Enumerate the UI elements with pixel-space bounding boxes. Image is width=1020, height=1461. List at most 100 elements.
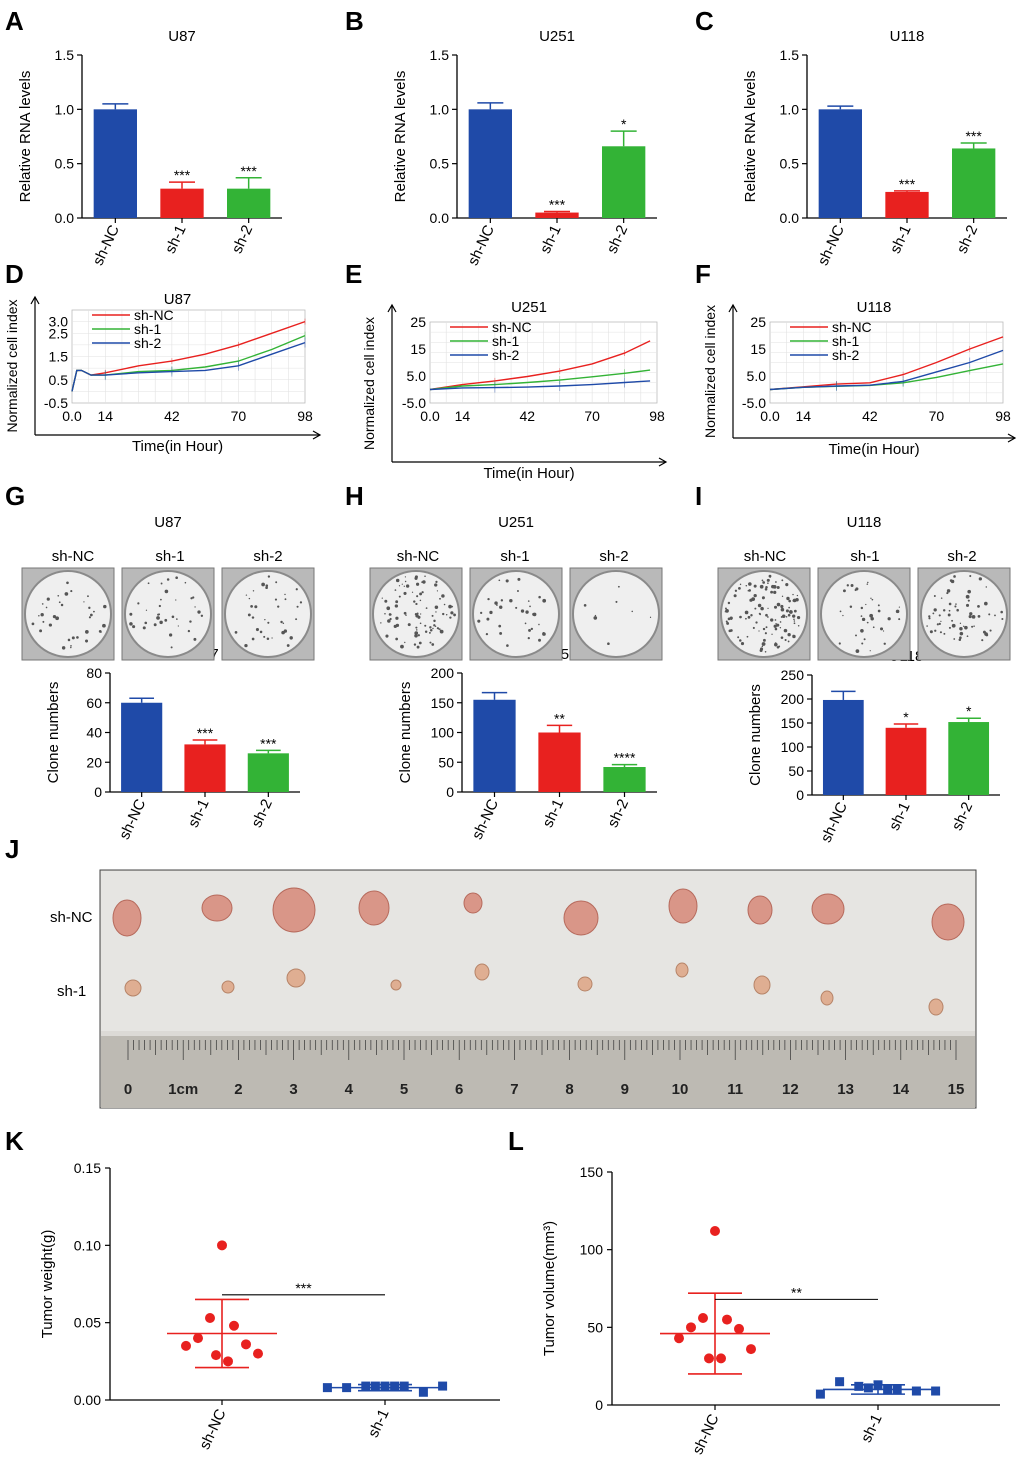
colony bbox=[190, 597, 193, 600]
colony bbox=[792, 634, 796, 639]
colony bbox=[429, 641, 432, 644]
colony bbox=[438, 628, 440, 630]
colony bbox=[740, 642, 745, 646]
culture-dish bbox=[472, 570, 560, 658]
x-tick-label: sh-NC bbox=[818, 799, 851, 845]
colony bbox=[1001, 617, 1004, 621]
colony bbox=[153, 623, 157, 627]
colony bbox=[85, 639, 89, 643]
x-tick-label: 98 bbox=[649, 408, 665, 424]
bar-sh-2 bbox=[952, 148, 996, 218]
colony bbox=[942, 609, 946, 612]
colony bbox=[477, 619, 481, 623]
tumor bbox=[390, 979, 402, 991]
colony bbox=[192, 596, 195, 599]
panel-label-E: E bbox=[345, 259, 362, 289]
colony bbox=[76, 636, 79, 639]
colony bbox=[854, 589, 857, 592]
colony bbox=[451, 605, 454, 608]
colony bbox=[103, 604, 107, 609]
ruler-label: 6 bbox=[455, 1081, 463, 1098]
colony bbox=[530, 627, 534, 631]
colony bbox=[953, 575, 956, 578]
colony bbox=[434, 583, 438, 587]
ruler-label: 1cm bbox=[168, 1081, 198, 1098]
colony bbox=[1000, 610, 1003, 614]
data-point bbox=[390, 1381, 400, 1391]
colony bbox=[142, 626, 146, 630]
colony bbox=[532, 612, 537, 617]
colony bbox=[773, 624, 777, 628]
colony bbox=[782, 614, 786, 618]
colony bbox=[448, 604, 452, 609]
y-tick-label: -0.5 bbox=[44, 395, 68, 411]
y-tick-label: 80 bbox=[86, 665, 102, 681]
colony bbox=[100, 631, 102, 633]
colony bbox=[759, 648, 763, 652]
tumor bbox=[272, 887, 316, 933]
colony bbox=[928, 615, 931, 618]
y-tick-label: 0 bbox=[595, 1397, 603, 1413]
bar-sh-NC bbox=[822, 699, 864, 795]
colony bbox=[787, 613, 791, 617]
colony bbox=[403, 585, 405, 587]
colony bbox=[429, 628, 433, 632]
data-point bbox=[193, 1333, 203, 1344]
data-point bbox=[674, 1333, 684, 1344]
colony bbox=[160, 598, 162, 601]
colony bbox=[779, 621, 782, 623]
tumor bbox=[286, 968, 306, 988]
significance-mark: * bbox=[966, 703, 972, 719]
colony bbox=[768, 579, 770, 581]
colony bbox=[784, 638, 787, 642]
colony bbox=[725, 620, 728, 623]
dish-label: sh-NC bbox=[397, 548, 440, 565]
colony bbox=[189, 620, 192, 623]
tumor bbox=[820, 990, 834, 1006]
colony bbox=[42, 620, 45, 623]
colony bbox=[145, 609, 148, 611]
colony bbox=[498, 624, 502, 628]
colony bbox=[793, 618, 795, 621]
x-tick-label: sh-2 bbox=[954, 223, 982, 257]
colony bbox=[425, 607, 428, 609]
x-tick-label: sh-NC bbox=[689, 1411, 722, 1457]
colony bbox=[434, 625, 437, 628]
colony bbox=[506, 644, 509, 647]
colony bbox=[752, 626, 755, 629]
colony bbox=[489, 610, 493, 615]
x-tick-label: sh-NC bbox=[196, 1406, 229, 1452]
colony bbox=[737, 636, 740, 639]
colony bbox=[45, 606, 48, 609]
y-tick-label: 1.5 bbox=[49, 349, 69, 365]
colony bbox=[144, 621, 148, 625]
culture-dish bbox=[224, 570, 312, 658]
colony bbox=[985, 633, 989, 637]
colony bbox=[90, 613, 93, 617]
colony bbox=[870, 597, 872, 599]
colony bbox=[515, 606, 518, 609]
y-tick-label: 0 bbox=[796, 787, 804, 803]
colony bbox=[441, 594, 445, 598]
colony bbox=[187, 629, 191, 633]
colony bbox=[775, 581, 777, 583]
colony bbox=[388, 613, 392, 616]
chart-title: U251 bbox=[498, 514, 534, 531]
colony bbox=[177, 625, 179, 627]
colony bbox=[395, 600, 399, 604]
colony bbox=[516, 589, 519, 592]
colony bbox=[946, 589, 951, 593]
colony bbox=[774, 627, 778, 631]
colony bbox=[83, 601, 85, 603]
y-axis-arrow bbox=[387, 303, 397, 313]
series-line-sh-2 bbox=[769, 349, 1004, 391]
colony bbox=[247, 613, 251, 617]
colony bbox=[959, 631, 964, 636]
colony bbox=[431, 643, 435, 646]
colony bbox=[971, 614, 976, 619]
colony bbox=[401, 583, 403, 585]
x-tick-label: sh-1 bbox=[185, 797, 213, 831]
colony bbox=[414, 633, 418, 638]
colony bbox=[403, 611, 407, 615]
ruler-label: 15 bbox=[948, 1081, 965, 1098]
